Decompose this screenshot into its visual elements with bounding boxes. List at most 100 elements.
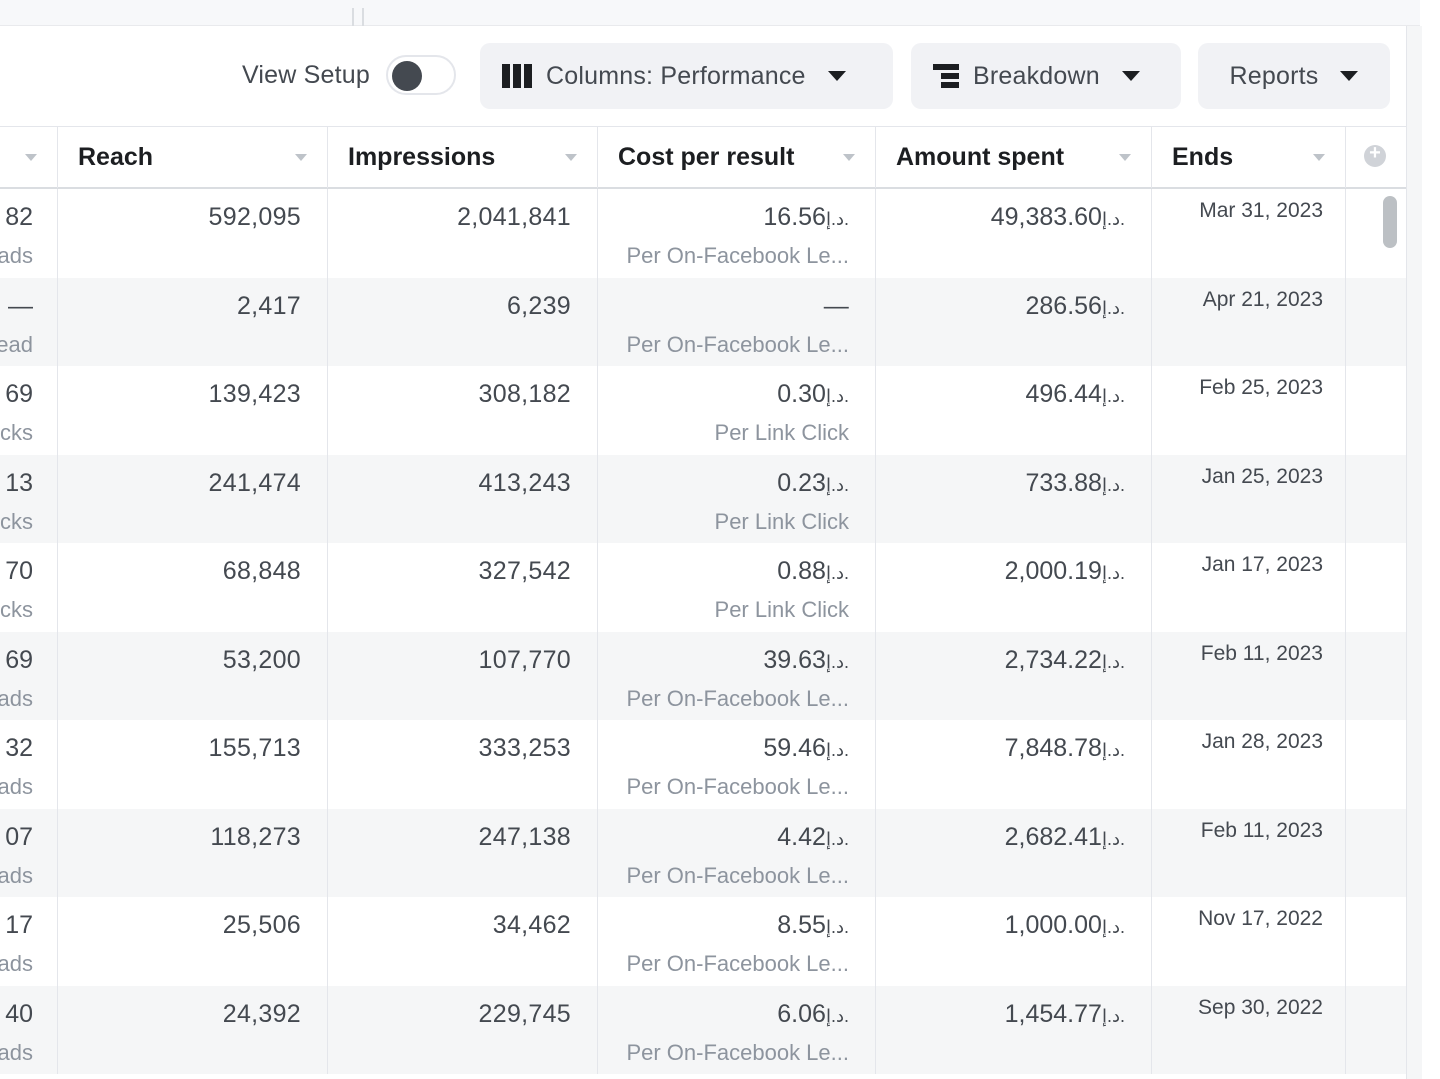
table-row[interactable]: 13 cks 241,474 413,243 0.23د.إ. Per Link Clic… (0, 454, 1406, 543)
currency-label: د.إ. (1101, 563, 1125, 583)
reports-button[interactable]: Reports (1198, 43, 1390, 109)
vertical-scrollbar[interactable] (1383, 196, 1397, 248)
table-header: Reach Impressions Cost per result Amount… (0, 126, 1406, 189)
columns-button[interactable]: Columns: Performance (480, 43, 893, 109)
view-setup-toggle[interactable] (386, 55, 457, 95)
cost-subtext: Per On-Facebook Le... (626, 331, 849, 357)
breakdown-label: Breakdown (973, 61, 1100, 90)
cost-value: 16.56د.إ. (763, 203, 849, 231)
cell-partial: — ead (0, 277, 58, 366)
reach-value: 68,848 (222, 557, 301, 585)
cell-amount-spent: 733.88د.إ. (876, 454, 1152, 543)
partial-value: 17 (5, 911, 33, 939)
currency-label: د.إ. (1101, 474, 1125, 495)
cost-subtext: Per Link Click (714, 420, 849, 445)
cell-amount-spent: 2,682.41د.إ. (876, 808, 1152, 897)
cost-value: 0.88د.إ. (777, 557, 849, 585)
ends-value: Apr 21, 2023 (1202, 287, 1323, 311)
spent-value: 286.56د.إ. (1025, 291, 1125, 320)
cell-ends: Mar 31, 2023 (1152, 189, 1346, 278)
partial-subtext: ads (0, 243, 33, 268)
impressions-value: 229,745 (478, 999, 571, 1028)
cell-reach: 53,200 (58, 631, 328, 720)
cell-impressions: 34,462 (328, 897, 598, 986)
spent-value: 496.44د.إ. (1025, 380, 1125, 408)
header-cost-per-result[interactable]: Cost per result (598, 127, 876, 188)
partial-value: 69 (5, 380, 33, 408)
table-row[interactable]: 69 cks 139,423 308,182 0.30د.إ. Per Link Clic… (0, 366, 1406, 455)
cell-impressions: 333,253 (328, 720, 598, 809)
table-row[interactable]: — ead 2,417 6,239 — Per On-Facebook Le... 286.… (0, 277, 1406, 366)
reach-value: 139,423 (208, 380, 301, 408)
top-strip (0, 0, 1420, 26)
spent-value: 2,682.41د.إ. (1004, 822, 1125, 851)
table-row[interactable]: 82 ads 592,095 2,041,841 16.56د.إ. Per On-Fac… (0, 189, 1406, 278)
currency-label: د.إ. (825, 828, 849, 849)
header-cell-partial[interactable] (0, 127, 58, 188)
partial-subtext: ads (0, 774, 33, 799)
header-reach[interactable]: Reach (58, 127, 328, 188)
currency-label: د.إ. (1101, 386, 1125, 406)
cost-subtext: Per On-Facebook Le... (626, 774, 849, 799)
spent-value: 1,000.00د.إ. (1004, 911, 1125, 939)
cell-impressions: 327,542 (328, 543, 598, 632)
table-row[interactable]: 70 cks 68,848 327,542 0.88د.إ. Per Link Click… (0, 543, 1406, 632)
partial-value: 70 (5, 557, 33, 585)
spent-value: 7,848.78د.إ. (1004, 734, 1125, 762)
cell-partial: 13 cks (0, 454, 58, 543)
cell-amount-spent: 49,383.60د.إ. (876, 189, 1152, 278)
reach-value: 25,506 (222, 911, 301, 939)
partial-value: 07 (5, 822, 33, 851)
breakdown-button[interactable]: Breakdown (911, 43, 1181, 109)
partial-subtext: ads (0, 862, 33, 888)
cell-cost-per-result: 59.46د.إ. Per On-Facebook Le... (598, 720, 876, 809)
ends-value: Feb 11, 2023 (1200, 818, 1323, 842)
cell-reach: 241,474 (58, 454, 328, 543)
header-spent-label: Amount spent (896, 143, 1065, 171)
cell-cost-per-result: 16.56د.إ. Per On-Facebook Le... (598, 189, 876, 278)
cost-value: 0.23د.إ. (777, 468, 849, 497)
sort-icon[interactable] (1119, 154, 1131, 161)
header-ends[interactable]: Ends (1152, 127, 1346, 188)
partial-subtext: ads (0, 1039, 33, 1065)
currency-label: د.إ. (1101, 651, 1125, 672)
cell-ends: Jan 17, 2023 (1152, 543, 1346, 632)
sort-icon[interactable] (565, 154, 577, 161)
chevron-down-icon (1340, 71, 1359, 81)
table-row[interactable]: 69 ads 53,200 107,770 39.63د.إ. Per On-Facebo… (0, 631, 1406, 720)
cell-amount-spent: 2,000.19د.إ. (876, 543, 1152, 632)
cell-reach: 155,713 (58, 720, 328, 809)
currency-label: د.إ. (825, 917, 849, 937)
table-row[interactable]: 40 ads 24,392 229,745 6.06د.إ. Per On-Faceboo… (0, 985, 1406, 1074)
header-impressions[interactable]: Impressions (328, 127, 598, 188)
ends-value: Nov 17, 2022 (1198, 907, 1323, 930)
sort-icon[interactable] (295, 154, 307, 161)
currency-label: د.إ. (1101, 209, 1125, 229)
table-row[interactable]: 07 ads 118,273 247,138 4.42د.إ. Per On-Facebo… (0, 808, 1406, 897)
cell-cost-per-result: 0.88د.إ. Per Link Click (598, 543, 876, 632)
cell-reach: 592,095 (58, 189, 328, 278)
add-column-icon[interactable] (1364, 142, 1386, 167)
sort-icon[interactable] (1313, 154, 1325, 161)
sort-icon[interactable] (25, 154, 37, 161)
cell-reach: 2,417 (58, 277, 328, 366)
table-row[interactable]: 17 ads 25,506 34,462 8.55د.إ. Per On-Facebook… (0, 897, 1406, 986)
cost-value: — (823, 291, 849, 320)
cell-cost-per-result: 8.55د.إ. Per On-Facebook Le... (598, 897, 876, 986)
ends-value: Mar 31, 2023 (1199, 199, 1323, 222)
header-amount-spent[interactable]: Amount spent (876, 127, 1152, 188)
spent-value: 49,383.60د.إ. (990, 203, 1125, 231)
table-row[interactable]: 32 ads 155,713 333,253 59.46د.إ. Per On-Faceb… (0, 720, 1406, 809)
resize-handle[interactable] (352, 8, 364, 26)
cell-ends: Nov 17, 2022 (1152, 897, 1346, 986)
cell-reach: 24,392 (58, 985, 328, 1074)
currency-label: د.إ. (1101, 917, 1125, 937)
sort-icon[interactable] (843, 154, 855, 161)
currency-label: د.إ. (825, 474, 849, 495)
table-toolbar: View Setup Columns: Performance Breakdow… (0, 26, 1406, 126)
spent-value: 2,734.22د.إ. (1004, 645, 1125, 674)
header-reach-label: Reach (78, 143, 154, 171)
cell-partial: 17 ads (0, 897, 58, 986)
partial-value: 40 (5, 999, 33, 1028)
cell-reach: 139,423 (58, 366, 328, 455)
